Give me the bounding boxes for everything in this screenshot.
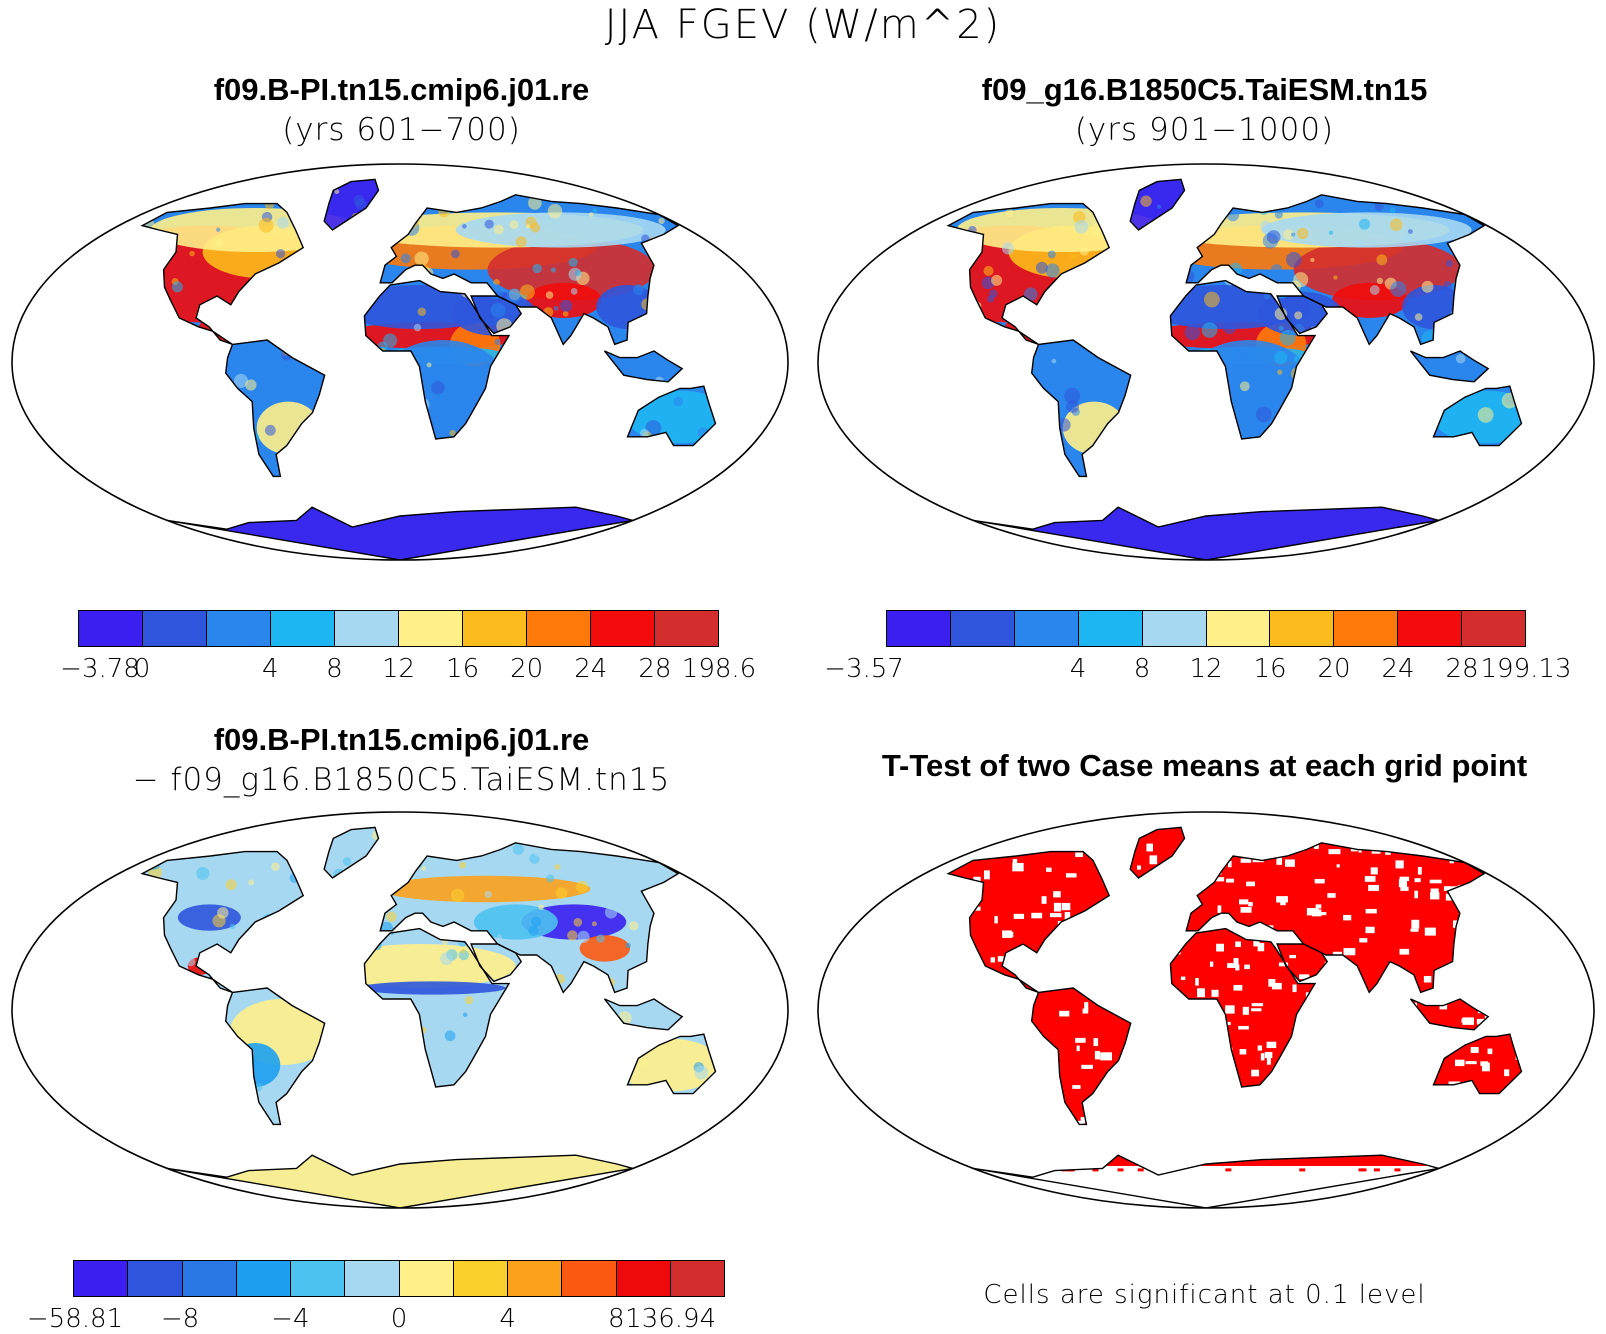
colorbar-swatch xyxy=(1334,611,1399,646)
colorbar-label: 16 xyxy=(1253,654,1287,684)
colorbar-label: −4 xyxy=(271,1304,310,1334)
colorbar-swatch xyxy=(508,1261,563,1296)
colorbar-swatch xyxy=(616,1261,671,1296)
colorbar-swatch xyxy=(1270,611,1335,646)
colorbar-swatch xyxy=(74,1261,129,1296)
colorbar-swatch xyxy=(1078,611,1143,646)
colorbar-swatch xyxy=(128,1261,183,1296)
colorbar-label: −8 xyxy=(160,1304,200,1334)
colorbar-label: 198.6 xyxy=(681,654,757,684)
panel-3-subtitle: − f09_g16.B1850C5.TaiESM.tn15 xyxy=(132,762,671,798)
colorbar-label: 4 xyxy=(262,654,279,684)
panel-2-colorbar xyxy=(886,610,1526,647)
colorbar-label: 24 xyxy=(1381,654,1415,684)
colorbar-swatch xyxy=(887,611,951,646)
colorbar-label: −3.78 xyxy=(60,654,140,684)
colorbar-swatch xyxy=(182,1261,237,1296)
colorbar-label: 24 xyxy=(574,654,608,684)
colorbar-label: 16 xyxy=(446,654,480,684)
colorbar-swatch xyxy=(527,611,591,646)
panel-4-map xyxy=(817,811,1595,1209)
colorbar-label: 0 xyxy=(390,1304,408,1334)
colorbar-swatch xyxy=(562,1261,617,1296)
colorbar-label: −58.81 xyxy=(26,1304,124,1334)
colorbar-label: 136.94 xyxy=(625,1304,717,1334)
panel-1-colorbar xyxy=(78,610,719,647)
panel-3-colorbar xyxy=(73,1260,725,1297)
colorbar-label: 8 xyxy=(326,654,343,684)
colorbar-label: 28 xyxy=(638,654,672,684)
colorbar-swatch xyxy=(950,611,1015,646)
colorbar-label: 8 xyxy=(608,1304,625,1334)
colorbar-label: 12 xyxy=(1189,654,1223,684)
significance-note: Cells are significant at 0.1 level xyxy=(983,1280,1426,1310)
colorbar-swatch xyxy=(463,611,527,646)
colorbar-swatch xyxy=(1206,611,1271,646)
panel-4-title: T-Test of two Case means at each grid po… xyxy=(881,748,1528,783)
colorbar-label: 199.13 xyxy=(1480,654,1572,684)
colorbar-swatch xyxy=(271,611,335,646)
colorbar-swatch xyxy=(655,611,718,646)
colorbar-swatch xyxy=(1142,611,1207,646)
colorbar-swatch xyxy=(143,611,207,646)
colorbar-swatch xyxy=(236,1261,291,1296)
panel-1-map xyxy=(11,163,789,561)
colorbar-swatch xyxy=(207,611,271,646)
colorbar-swatch xyxy=(335,611,399,646)
colorbar-swatch xyxy=(1014,611,1079,646)
colorbar-label: 12 xyxy=(381,654,416,684)
colorbar-label: 8 xyxy=(1133,654,1151,684)
colorbar-swatch xyxy=(345,1261,400,1296)
colorbar-swatch xyxy=(1398,611,1463,646)
colorbar-swatch xyxy=(79,611,143,646)
colorbar-label: −3.57 xyxy=(824,654,904,684)
colorbar-swatch xyxy=(591,611,655,646)
panel-1-title: f09.B-PI.tn15.cmip6.j01.re xyxy=(213,72,590,107)
panel-3-map xyxy=(11,811,789,1209)
colorbar-swatch xyxy=(670,1261,724,1296)
colorbar-label: 28 xyxy=(1445,654,1479,684)
colorbar-swatch xyxy=(399,1261,454,1296)
panel-3-title: f09.B-PI.tn15.cmip6.j01.re xyxy=(213,722,590,757)
panel-2-title: f09_g16.B1850C5.TaiESM.tn15 xyxy=(981,72,1428,107)
figure-title: JJA FGEV (W/m^2) xyxy=(604,2,1002,48)
colorbar-label: 20 xyxy=(1317,654,1351,684)
panel-1-subtitle: (yrs 601−700) xyxy=(282,112,521,148)
colorbar-swatch xyxy=(291,1261,346,1296)
panel-2-map xyxy=(817,163,1595,561)
panel-2-subtitle: (yrs 901−1000) xyxy=(1074,112,1335,148)
colorbar-label: 4 xyxy=(499,1304,516,1334)
colorbar-label: 4 xyxy=(1069,654,1087,684)
colorbar-label: 0 xyxy=(133,654,151,684)
colorbar-swatch xyxy=(1462,611,1526,646)
colorbar-swatch xyxy=(453,1261,508,1296)
colorbar-label: 20 xyxy=(510,654,544,684)
colorbar-swatch xyxy=(399,611,463,646)
